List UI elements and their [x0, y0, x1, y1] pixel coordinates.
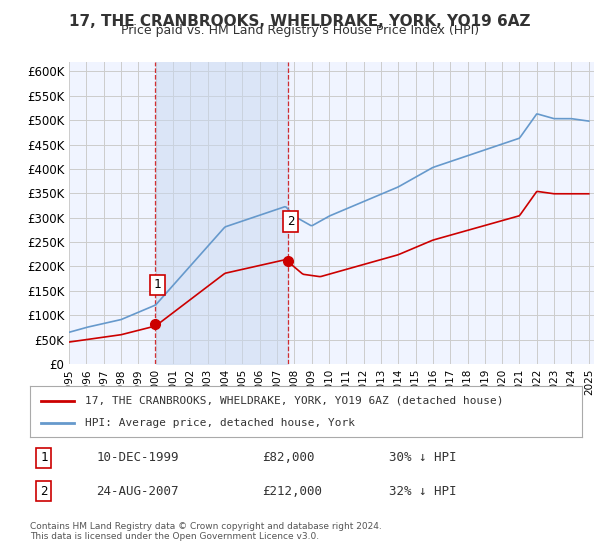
Text: 32% ↓ HPI: 32% ↓ HPI [389, 485, 457, 498]
Text: This data is licensed under the Open Government Licence v3.0.: This data is licensed under the Open Gov… [30, 532, 319, 541]
Text: 1: 1 [40, 451, 47, 464]
Text: 2: 2 [40, 485, 47, 498]
Text: Price paid vs. HM Land Registry's House Price Index (HPI): Price paid vs. HM Land Registry's House … [121, 24, 479, 37]
Text: £212,000: £212,000 [262, 485, 322, 498]
Text: 1: 1 [154, 278, 161, 292]
Text: 30% ↓ HPI: 30% ↓ HPI [389, 451, 457, 464]
Text: 24-AUG-2007: 24-AUG-2007 [96, 485, 179, 498]
Text: 10-DEC-1999: 10-DEC-1999 [96, 451, 179, 464]
Text: 17, THE CRANBROOKS, WHELDRAKE, YORK, YO19 6AZ (detached house): 17, THE CRANBROOKS, WHELDRAKE, YORK, YO1… [85, 395, 504, 405]
Text: 2: 2 [287, 215, 295, 228]
Text: HPI: Average price, detached house, York: HPI: Average price, detached house, York [85, 418, 355, 428]
Text: Contains HM Land Registry data © Crown copyright and database right 2024.: Contains HM Land Registry data © Crown c… [30, 522, 382, 531]
Text: 17, THE CRANBROOKS, WHELDRAKE, YORK, YO19 6AZ: 17, THE CRANBROOKS, WHELDRAKE, YORK, YO1… [69, 14, 531, 29]
Text: £82,000: £82,000 [262, 451, 314, 464]
